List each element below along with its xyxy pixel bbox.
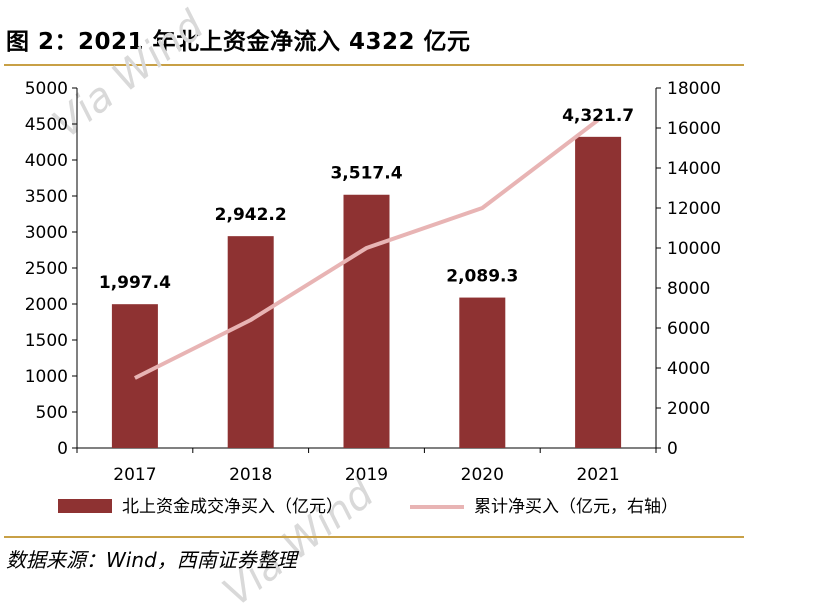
y-right-tick-label: 4000: [667, 359, 710, 379]
y-left-tick-label: 3000: [25, 223, 68, 243]
legend-bar-label: 北上资金成交净买入（亿元）: [122, 497, 343, 517]
x-tick-label: 2019: [345, 465, 388, 485]
y-right-tick-label: 12000: [667, 199, 721, 219]
y-left-tick-label: 1500: [25, 331, 68, 351]
y-left-tick-label: 500: [36, 403, 68, 423]
bar: [228, 236, 274, 448]
chart: 0 500 1000 1500 2000 2500 3000 3500 4000 4500 5000…: [0, 70, 838, 530]
y-right-tick-label: 18000: [667, 79, 721, 99]
x-tick-label: 2018: [229, 465, 272, 485]
y-right-tick-label: 14000: [667, 159, 721, 179]
y-right-tick-label: 16000: [667, 119, 721, 139]
data-label: 2,942.2: [215, 205, 287, 225]
bar: [459, 298, 505, 448]
legend-bar-swatch: [58, 499, 112, 513]
data-label: 2,089.3: [446, 267, 518, 287]
y-right-tick-label: 0: [667, 439, 678, 459]
x-tick-label: 2020: [461, 465, 504, 485]
source-note: 数据来源：Wind，西南证券整理: [6, 544, 297, 573]
x-tick-label: 2017: [113, 465, 156, 485]
y-left-tick-label: 0: [57, 439, 68, 459]
y-left-tick-label: 2500: [25, 259, 68, 279]
x-tick-label: 2021: [576, 465, 619, 485]
data-label: 3,517.4: [330, 164, 402, 184]
y-left-tick-label: 1000: [25, 367, 68, 387]
y-left-tick-label: 3500: [25, 187, 68, 207]
data-label: 1,997.4: [99, 273, 171, 293]
figure-title: 图 2：2021 年北上资金净流入 4322 亿元: [6, 22, 471, 56]
bar: [344, 195, 390, 448]
data-label: 4,321.7: [562, 106, 634, 126]
y-right-tick-label: 2000: [667, 399, 710, 419]
y-right-tick-label: 6000: [667, 319, 710, 339]
y-left-tick-label: 4000: [25, 151, 68, 171]
bar: [575, 137, 621, 448]
y-left-tick-label: 4500: [25, 115, 68, 135]
top-rule: [4, 64, 744, 66]
bottom-rule: [4, 536, 744, 538]
chart-legend: 北上资金成交净买入（亿元） 累计净买入（亿元，右轴）: [58, 497, 678, 517]
y-left-tick-label: 5000: [25, 79, 68, 99]
y-right-tick-label: 10000: [667, 239, 721, 259]
legend-line-label: 累计净买入（亿元，右轴）: [474, 497, 678, 517]
y-right-tick-label: 8000: [667, 279, 710, 299]
y-left-tick-label: 2000: [25, 295, 68, 315]
